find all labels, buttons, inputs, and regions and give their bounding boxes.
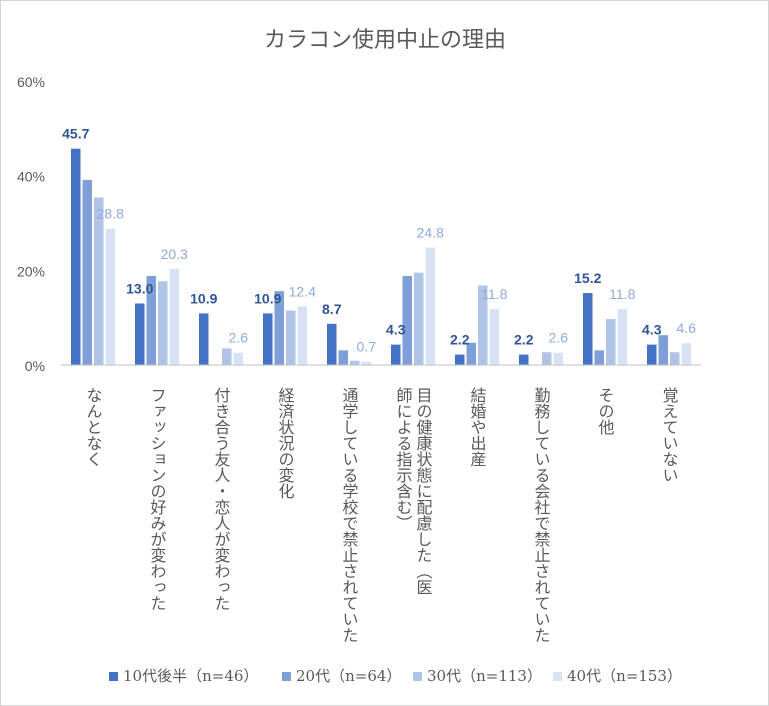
- category-label: なんとなく: [84, 387, 103, 467]
- bar: [466, 342, 476, 365]
- bar: [327, 323, 337, 365]
- bar: [553, 352, 563, 365]
- bar: [297, 306, 307, 365]
- category-label: 結婚や出産: [468, 387, 487, 467]
- legend-label: 40代（n=153）: [567, 667, 682, 685]
- chart-title: カラコン使用中止の理由: [264, 28, 506, 53]
- data-label: 2.2: [450, 332, 470, 348]
- legend-label: 20代（n=64）: [296, 667, 401, 685]
- data-label: 20.3: [161, 246, 188, 262]
- bar: [617, 309, 627, 365]
- data-label: 11.8: [609, 286, 635, 302]
- category-label: 師による指示含む）: [394, 387, 413, 531]
- y-tick-label: 40%: [17, 169, 45, 185]
- bar: [478, 285, 488, 365]
- legend-swatch: [109, 672, 118, 681]
- legend: 10代後半（n=46） 20代（n=64） 30代（n=113） 40代（n=153）: [109, 667, 682, 685]
- bars: [71, 148, 691, 365]
- bar: [455, 354, 465, 365]
- data-label: 12.4: [289, 283, 316, 299]
- bar: [414, 272, 424, 365]
- category-label: 通学している学校で禁止されていた: [340, 387, 359, 643]
- data-label: 4.6: [677, 320, 697, 336]
- bar: [263, 313, 273, 365]
- bar: [274, 291, 284, 365]
- bar: [135, 303, 145, 365]
- bar: [425, 247, 435, 365]
- bar: [286, 310, 296, 365]
- bar: [361, 361, 371, 365]
- bar: [606, 319, 616, 365]
- data-label: 10.9: [190, 290, 217, 306]
- category-label: 経済状況の変化: [276, 387, 295, 499]
- data-label: 10.9: [254, 290, 281, 306]
- bar: [82, 179, 92, 365]
- bar: [583, 293, 593, 365]
- bar: [233, 352, 243, 365]
- bar: [647, 344, 657, 365]
- data-label: 2.6: [229, 330, 249, 346]
- bar: [391, 344, 401, 365]
- data-label: 4.3: [642, 322, 662, 338]
- data-label: 15.2: [574, 270, 601, 286]
- bar: [169, 268, 179, 365]
- category-label: その他: [596, 387, 615, 436]
- data-label: 28.8: [97, 206, 124, 222]
- legend-label: 30代（n=113）: [427, 667, 542, 685]
- bar: [105, 228, 115, 365]
- legend-swatch: [553, 672, 562, 681]
- data-label: 8.7: [322, 301, 342, 317]
- bar: [158, 281, 168, 365]
- bar: [71, 148, 81, 365]
- bar: [594, 350, 604, 365]
- bar: [146, 276, 156, 365]
- bar: [670, 352, 680, 365]
- data-label: 11.8: [481, 286, 507, 302]
- y-tick-label: 0%: [25, 358, 45, 374]
- bar: [222, 348, 232, 365]
- x-axis: なんとなく ファッションの好みが変わった 付き合う友人・恋人が変わった 経済状況の変化…: [61, 364, 701, 643]
- bar: [489, 309, 499, 365]
- data-label: 13.0: [126, 280, 153, 296]
- data-label: 24.8: [417, 225, 444, 241]
- data-label: 4.3: [386, 322, 406, 338]
- bar: [681, 343, 691, 365]
- data-label: 2.6: [549, 330, 569, 346]
- legend-swatch: [413, 672, 422, 681]
- bar: [94, 197, 104, 365]
- y-tick-label: 60%: [17, 74, 45, 90]
- category-label: 目の健康状態に配慮した（医: [414, 387, 433, 595]
- bar: [338, 350, 348, 365]
- bar: [350, 360, 360, 365]
- data-label: 0.7: [357, 339, 377, 355]
- bar: [199, 313, 209, 365]
- bar: [402, 276, 412, 365]
- bar: [542, 352, 552, 365]
- y-axis: 0% 20% 40% 60%: [17, 74, 45, 374]
- category-label: 勤務している会社で禁止されていた: [532, 387, 551, 643]
- data-labels: 45.7 13.0 10.9 10.9 8.7 4.3 2.2 2.2 15.2 4.3 28.8 2…: [62, 126, 696, 355]
- bar: [658, 335, 668, 365]
- category-label: 覚えていない: [660, 387, 679, 483]
- data-label: 2.2: [514, 332, 534, 348]
- category-label: 付き合う友人・恋人が変わった: [212, 387, 231, 611]
- legend-label: 10代後半（n=46）: [123, 667, 258, 685]
- bar: [519, 354, 529, 365]
- y-tick-label: 20%: [17, 263, 45, 279]
- legend-swatch: [282, 672, 291, 681]
- data-label: 45.7: [62, 126, 89, 142]
- category-label: ファッションの好みが変わった: [148, 387, 167, 611]
